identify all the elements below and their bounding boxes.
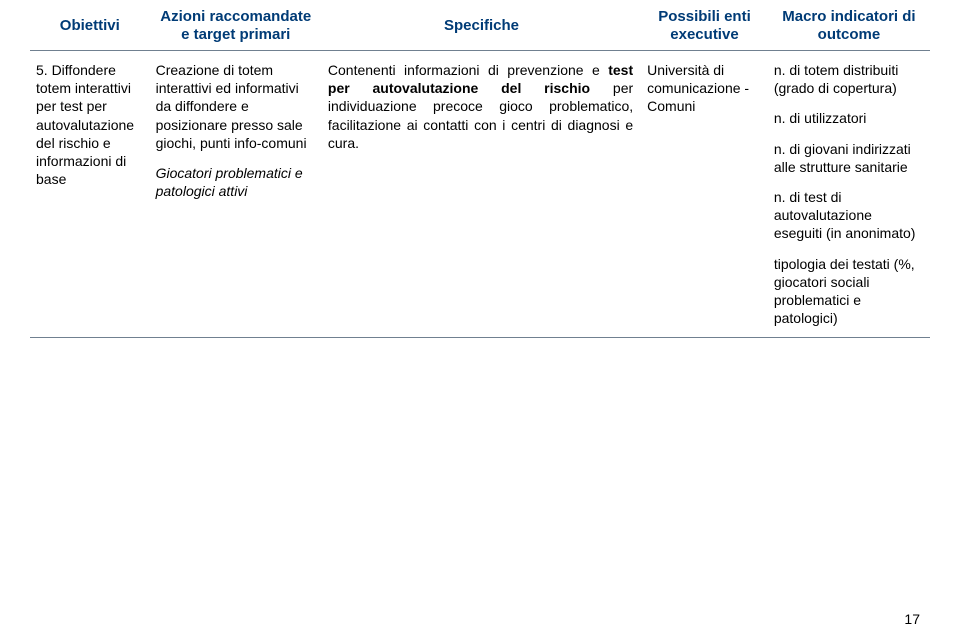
header-azioni: Azioni raccomandate e target primari [150, 6, 322, 51]
azioni-p1: Creazione di totem interattivi ed inform… [156, 61, 314, 152]
content-table: Obiettivi Azioni raccomandate e target p… [30, 6, 930, 338]
page-number: 17 [904, 611, 920, 627]
header-enti: Possibili enti executive [641, 6, 768, 51]
mi-3: n. di giovani indirizzati alle strutture… [774, 140, 922, 176]
cell-obiettivi: 5. Diffondere totem interattivi per test… [30, 51, 150, 338]
spec-pre: Contenenti informazioni di prevenzione e [328, 62, 608, 78]
mi-4: n. di test di autovalutazione eseguiti (… [774, 188, 922, 243]
enti-text: Università di comunicazione - Comuni [647, 62, 749, 114]
cell-azioni: Creazione di totem interattivi ed inform… [150, 51, 322, 338]
azioni-p2: Giocatori problematici e patologici atti… [156, 164, 314, 200]
mi-1: n. di totem distribuiti (grado di copert… [774, 61, 922, 97]
document-page: Obiettivi Azioni raccomandate e target p… [0, 0, 960, 338]
mi-2: n. di utilizzatori [774, 109, 922, 127]
table-row: 5. Diffondere totem interattivi per test… [30, 51, 930, 338]
cell-enti: Università di comunicazione - Comuni [641, 51, 768, 338]
cell-specifiche: Contenenti informazioni di prevenzione e… [322, 51, 641, 338]
header-macro: Macro indicatori di outcome [768, 6, 930, 51]
table-header-row: Obiettivi Azioni raccomandate e target p… [30, 6, 930, 51]
obiettivo-text: 5. Diffondere totem interattivi per test… [36, 62, 134, 187]
cell-macro: n. di totem distribuiti (grado di copert… [768, 51, 930, 338]
mi-5: tipologia dei testati (%, giocatori soci… [774, 255, 922, 328]
header-specifiche: Specifiche [322, 6, 641, 51]
header-obiettivi: Obiettivi [30, 6, 150, 51]
